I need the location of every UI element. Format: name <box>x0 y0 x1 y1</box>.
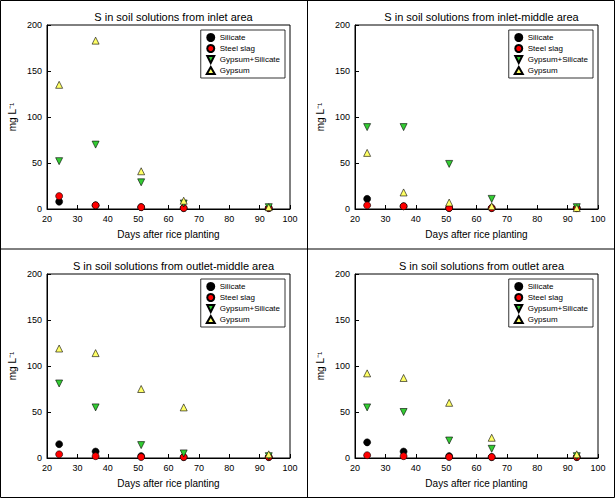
svg-text:100: 100 <box>590 214 605 224</box>
svg-text:Gypsum: Gypsum <box>528 66 558 75</box>
svg-text:30: 30 <box>72 214 82 224</box>
svg-text:0: 0 <box>37 453 42 463</box>
svg-text:200: 200 <box>27 20 42 30</box>
svg-text:0: 0 <box>37 204 42 214</box>
svg-text:Days after rice planting: Days after rice planting <box>117 478 219 489</box>
svg-text:S in soil solutions from inlet: S in soil solutions from inlet-middle ar… <box>384 11 579 23</box>
svg-text:50: 50 <box>133 214 143 224</box>
svg-text:Gypsum+Silicate: Gypsum+Silicate <box>528 304 589 313</box>
svg-text:80: 80 <box>224 463 234 473</box>
svg-text:80: 80 <box>532 463 542 473</box>
svg-text:mg L⁻¹: mg L⁻¹ <box>7 102 18 131</box>
svg-text:100: 100 <box>27 112 42 122</box>
svg-text:100: 100 <box>282 463 297 473</box>
svg-text:Silicate: Silicate <box>528 282 554 291</box>
svg-text:20: 20 <box>350 463 360 473</box>
svg-text:40: 40 <box>103 463 113 473</box>
svg-text:Days after rice planting: Days after rice planting <box>117 229 219 240</box>
svg-text:100: 100 <box>282 214 297 224</box>
svg-text:150: 150 <box>27 315 42 325</box>
svg-text:50: 50 <box>133 463 143 473</box>
svg-text:60: 60 <box>471 214 481 224</box>
svg-text:mg L⁻¹: mg L⁻¹ <box>315 102 326 131</box>
svg-text:50: 50 <box>340 407 350 417</box>
svg-text:200: 200 <box>335 269 350 279</box>
svg-text:Gypsum+Silicate: Gypsum+Silicate <box>220 55 281 64</box>
svg-text:40: 40 <box>411 463 421 473</box>
svg-text:20: 20 <box>42 214 52 224</box>
svg-text:S in soil solutions from inlet: S in soil solutions from inlet area <box>94 11 253 23</box>
svg-text:200: 200 <box>27 269 42 279</box>
svg-text:Steel slag: Steel slag <box>220 44 255 53</box>
svg-text:S in soil solutions from outle: S in soil solutions from outlet-middle a… <box>73 260 275 272</box>
svg-text:100: 100 <box>590 463 605 473</box>
svg-text:30: 30 <box>380 463 390 473</box>
svg-text:90: 90 <box>563 214 573 224</box>
svg-text:40: 40 <box>411 214 421 224</box>
svg-text:100: 100 <box>335 112 350 122</box>
svg-text:70: 70 <box>502 214 512 224</box>
svg-text:mg L⁻¹: mg L⁻¹ <box>7 351 18 380</box>
svg-text:50: 50 <box>32 158 42 168</box>
svg-text:90: 90 <box>255 463 265 473</box>
svg-text:20: 20 <box>350 214 360 224</box>
svg-text:30: 30 <box>380 214 390 224</box>
svg-text:0: 0 <box>345 453 350 463</box>
svg-text:Gypsum: Gypsum <box>220 66 250 75</box>
svg-text:150: 150 <box>27 66 42 76</box>
svg-text:Gypsum: Gypsum <box>220 315 250 324</box>
svg-text:30: 30 <box>72 463 82 473</box>
svg-text:0: 0 <box>345 204 350 214</box>
svg-text:Gypsum: Gypsum <box>528 315 558 324</box>
svg-text:Days after rice planting: Days after rice planting <box>425 229 527 240</box>
svg-text:S in soil solutions from outle: S in soil solutions from outlet area <box>399 260 565 272</box>
svg-text:Gypsum+Silicate: Gypsum+Silicate <box>528 55 589 64</box>
svg-text:20: 20 <box>42 463 52 473</box>
svg-text:150: 150 <box>335 66 350 76</box>
svg-text:60: 60 <box>471 463 481 473</box>
svg-text:Silicate: Silicate <box>220 33 246 42</box>
svg-text:90: 90 <box>563 463 573 473</box>
svg-text:50: 50 <box>441 463 451 473</box>
svg-text:Gypsum+Silicate: Gypsum+Silicate <box>220 304 281 313</box>
svg-text:60: 60 <box>163 214 173 224</box>
svg-text:50: 50 <box>340 158 350 168</box>
svg-text:70: 70 <box>194 214 204 224</box>
svg-text:80: 80 <box>224 214 234 224</box>
svg-text:50: 50 <box>32 407 42 417</box>
svg-text:Steel slag: Steel slag <box>528 44 563 53</box>
svg-text:Steel slag: Steel slag <box>220 293 255 302</box>
svg-text:80: 80 <box>532 214 542 224</box>
svg-text:mg L⁻¹: mg L⁻¹ <box>315 351 326 380</box>
svg-text:60: 60 <box>163 463 173 473</box>
svg-text:Steel slag: Steel slag <box>528 293 563 302</box>
svg-text:70: 70 <box>502 463 512 473</box>
svg-text:90: 90 <box>255 214 265 224</box>
svg-text:100: 100 <box>27 361 42 371</box>
svg-text:150: 150 <box>335 315 350 325</box>
svg-text:Silicate: Silicate <box>528 33 554 42</box>
svg-text:200: 200 <box>335 20 350 30</box>
svg-text:40: 40 <box>103 214 113 224</box>
svg-text:Days after rice planting: Days after rice planting <box>425 478 527 489</box>
svg-text:Silicate: Silicate <box>220 282 246 291</box>
svg-text:100: 100 <box>335 361 350 371</box>
svg-text:70: 70 <box>194 463 204 473</box>
svg-text:50: 50 <box>441 214 451 224</box>
